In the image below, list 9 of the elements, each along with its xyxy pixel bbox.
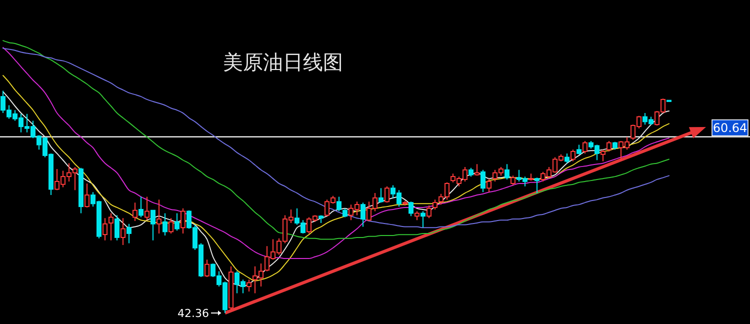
annotation: 42.36 [178,307,209,320]
chart-title: 美原油日线图 [223,50,343,74]
candlestick [246,279,252,292]
candlestick [162,212,168,236]
text: 60.64 [712,120,748,135]
candlestick [156,199,162,234]
candlestick [132,202,138,222]
candlestick [102,218,108,241]
candlestick [120,218,126,246]
